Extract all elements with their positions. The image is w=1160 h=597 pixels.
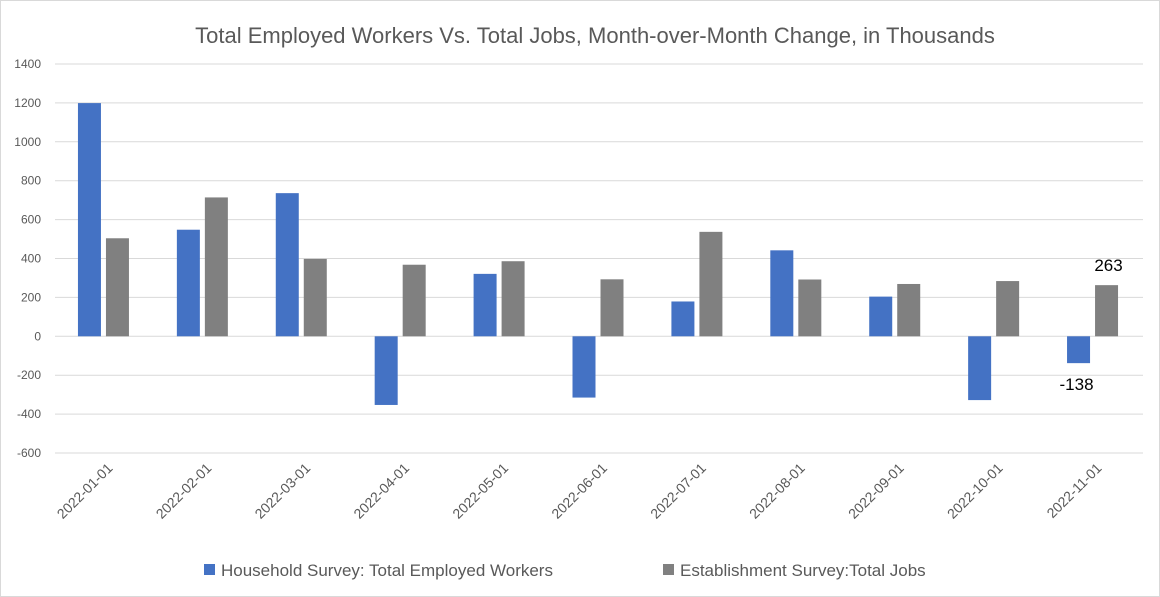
establishment-bar [798,279,822,337]
establishment-bar [204,197,228,337]
x-tick-label: 2022-06-01 [548,460,610,522]
y-tick-label: -600 [17,446,41,460]
establishment-bar [699,231,723,337]
gridlines [55,63,1143,454]
household-bar [572,336,596,398]
x-tick-label: 2022-10-01 [944,460,1006,522]
establishment-bar [402,264,426,337]
x-tick-label: 2022-02-01 [153,460,215,522]
x-tick-label: 2022-09-01 [845,460,907,522]
y-axis-ticks: 1400 1200 1000 800 600 400 200 0 -200 -400 -600 [14,57,41,460]
establishment-bar [105,238,129,337]
establishment-bar [897,283,921,337]
data-label: 263 [1094,256,1122,275]
establishment-bar [501,261,525,337]
x-tick-label: 2022-04-01 [350,460,412,522]
establishment-bar [303,258,327,337]
data-label: -138 [1060,375,1094,394]
x-tick-label: 2022-05-01 [449,460,511,522]
x-tick-label: 2022-08-01 [746,460,808,522]
household-bar [968,336,992,401]
household-bar [176,229,200,337]
legend-swatch-establishment [663,564,674,575]
household-bar [77,103,101,337]
x-axis-ticks: 2022-01-01 2022-02-01 2022-03-01 2022-04-01… [54,460,1105,522]
y-tick-label: 1200 [14,96,41,110]
data-labels: -138 263 [1060,256,1123,394]
household-bar [374,336,398,405]
y-tick-label: 1000 [14,135,41,149]
y-tick-label: 1400 [14,57,41,71]
household-bar [869,296,893,337]
chart-title: Total Employed Workers Vs. Total Jobs, M… [195,23,995,48]
legend-swatch-household [204,564,215,575]
establishment-bar [1095,285,1119,337]
establishment-bar [996,281,1020,337]
bars [77,103,1119,405]
y-tick-label: 800 [21,174,41,188]
y-tick-label: -400 [17,407,41,421]
y-tick-label: 0 [34,329,41,343]
household-bar [473,273,497,337]
household-bar [275,193,299,337]
household-bar [770,250,794,337]
x-tick-label: 2022-01-01 [54,460,116,522]
y-tick-label: 600 [21,213,41,227]
y-tick-label: -200 [17,368,41,382]
establishment-bar [600,279,624,337]
legend-label-household: Household Survey: Total Employed Workers [221,561,553,580]
household-bar [1067,336,1091,364]
legend: Household Survey: Total Employed Workers… [204,561,926,580]
household-bar [671,301,695,337]
x-tick-label: 2022-07-01 [647,460,709,522]
y-tick-label: 200 [21,290,41,304]
x-tick-label: 2022-11-01 [1043,460,1104,521]
legend-label-establishment: Establishment Survey:Total Jobs [680,561,926,580]
x-tick-label: 2022-03-01 [251,460,313,522]
y-tick-label: 400 [21,252,41,266]
